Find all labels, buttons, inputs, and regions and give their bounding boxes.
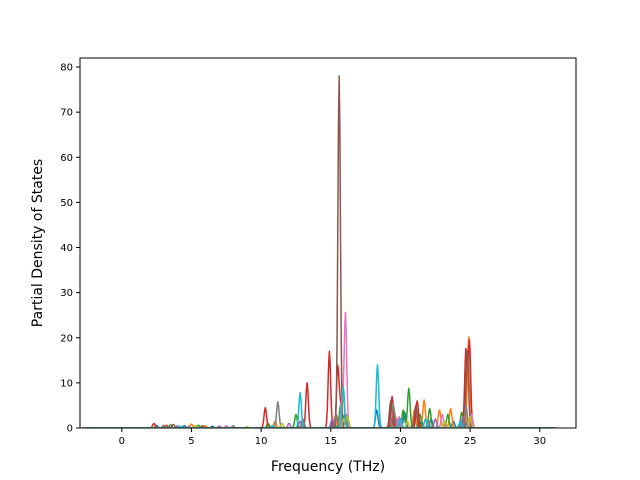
y-axis: 0 10 20 30 40 50 60 70 80	[60, 63, 80, 435]
x-tick-label: 25	[464, 436, 477, 447]
x-tick-label: 15	[324, 436, 337, 447]
y-tick-label: 60	[60, 153, 73, 164]
x-axis-label: Frequency (THz)	[271, 459, 385, 475]
x-axis: 0 5 10 15 20 25 30	[119, 428, 546, 447]
y-tick-label: 40	[60, 243, 73, 254]
x-tick-label: 0	[119, 436, 125, 447]
y-tick-label: 0	[67, 424, 73, 435]
y-axis-label: Partial Density of States	[30, 159, 46, 327]
x-tick-label: 20	[394, 436, 407, 447]
y-tick-label: 10	[60, 378, 73, 389]
y-tick-label: 50	[60, 198, 73, 209]
x-tick-label: 30	[533, 436, 546, 447]
x-tick-label: 10	[255, 436, 268, 447]
y-tick-label: 30	[60, 288, 73, 299]
series-line-7	[82, 401, 557, 428]
y-tick-label: 20	[60, 333, 73, 344]
x-tick-label: 5	[188, 436, 194, 447]
y-tick-label: 80	[60, 63, 73, 74]
y-tick-label: 70	[60, 108, 73, 119]
plot-frame	[79, 57, 577, 429]
